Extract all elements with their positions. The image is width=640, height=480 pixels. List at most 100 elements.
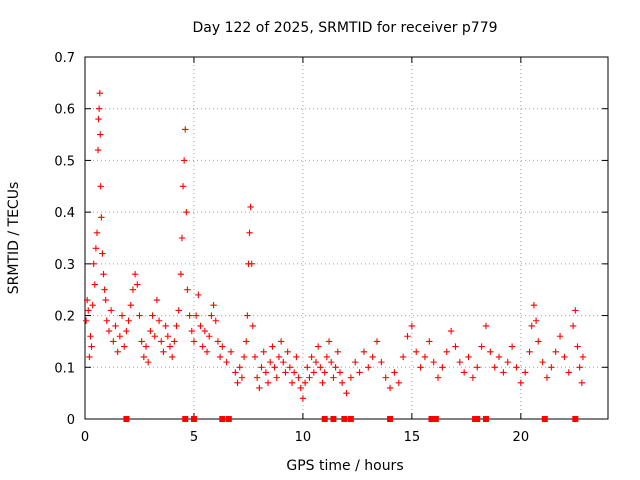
x-tick-label: 10 (295, 430, 312, 445)
data-point (295, 374, 302, 381)
data-point (86, 353, 93, 361)
data-point (96, 90, 104, 97)
data-point (197, 322, 204, 330)
data-point (572, 307, 579, 314)
zero-marker (432, 416, 439, 422)
zero-marker (482, 416, 489, 422)
data-point (264, 379, 272, 386)
data-point (310, 369, 318, 376)
data-point (223, 358, 230, 366)
data-point (578, 379, 586, 386)
data-point (251, 353, 259, 361)
data-point (352, 358, 359, 366)
data-point (356, 369, 363, 376)
data-point (325, 338, 333, 345)
data-point (495, 353, 503, 361)
data-point (136, 312, 143, 319)
data-point (173, 322, 180, 330)
data-point (188, 327, 195, 335)
data-point (234, 379, 241, 386)
data-point (95, 115, 102, 123)
data-point (426, 338, 433, 345)
data-point (323, 353, 331, 361)
data-point (504, 358, 511, 366)
data-point (99, 250, 106, 257)
data-point (144, 358, 152, 366)
data-point (238, 374, 246, 381)
data-point (535, 338, 542, 345)
data-point (312, 358, 320, 366)
data-point (447, 327, 455, 335)
data-point (256, 384, 263, 392)
data-point (89, 302, 96, 309)
data-point (273, 374, 280, 381)
data-point (93, 229, 101, 237)
data-point (88, 343, 95, 350)
y-tick-label: 0.7 (54, 51, 75, 66)
y-tick-label: 0 (67, 413, 75, 428)
data-point (304, 364, 311, 371)
plot-frame (84, 56, 609, 420)
data-point (539, 358, 546, 366)
data-point (288, 379, 296, 386)
data-point (347, 374, 355, 381)
y-tick-label: 0.1 (54, 361, 75, 376)
data-point (177, 271, 185, 278)
data-point (421, 353, 429, 361)
data-point (138, 338, 145, 345)
data-point (482, 322, 490, 330)
zero-marker (572, 416, 579, 422)
data-point (330, 374, 337, 381)
data-point (246, 229, 253, 237)
data-point (182, 126, 189, 133)
data-point (131, 271, 139, 278)
data-point (404, 333, 411, 340)
data-point (199, 343, 206, 350)
data-point (548, 364, 555, 371)
data-point (186, 312, 193, 319)
data-point (332, 364, 339, 371)
data-point (121, 343, 128, 350)
data-point (528, 322, 535, 330)
data-point (269, 343, 276, 350)
data-point (271, 364, 278, 371)
data-point (280, 358, 287, 366)
zero-marker (387, 416, 394, 422)
data-point (378, 358, 385, 366)
data-point (149, 312, 156, 319)
data-point (369, 353, 376, 361)
data-point (399, 353, 407, 361)
data-point (85, 307, 92, 314)
data-point (97, 183, 104, 190)
data-point (434, 374, 442, 381)
data-point (500, 369, 507, 376)
data-point (465, 353, 472, 361)
axis-ticks: 0 0.1 0.2 0.3 0.4 0.5 0.6 0.7 0 5 10 15 20 (54, 51, 608, 445)
data-point (123, 327, 130, 335)
data-point (92, 245, 100, 252)
y-tick-label: 0.5 (54, 154, 75, 169)
data-point (284, 348, 291, 355)
data-point (291, 369, 298, 376)
data-point (97, 131, 104, 138)
y-tick-label: 0.4 (54, 206, 75, 221)
data-point (125, 317, 132, 324)
data-point (308, 353, 315, 361)
data-point (166, 343, 174, 350)
data-point (179, 183, 187, 190)
zero-marker (219, 416, 226, 422)
data-point (430, 358, 437, 366)
data-point (293, 353, 300, 361)
data-point (175, 307, 182, 314)
data-point (201, 327, 209, 335)
data-point (569, 322, 577, 330)
data-point (386, 384, 394, 392)
data-point (286, 364, 294, 371)
data-point (260, 348, 267, 355)
y-tick-label: 0.2 (54, 310, 75, 325)
data-point (171, 338, 178, 345)
data-point (127, 302, 134, 309)
data-point (183, 208, 190, 216)
data-point (164, 333, 172, 340)
data-point (321, 369, 328, 376)
